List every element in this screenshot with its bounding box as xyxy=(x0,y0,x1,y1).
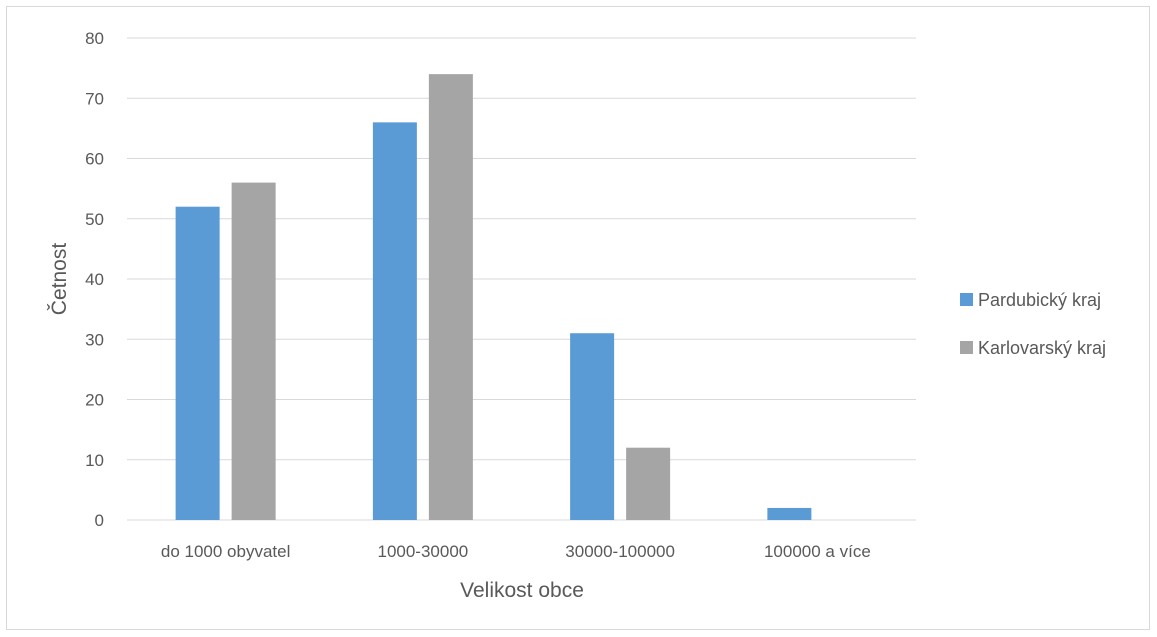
x-axis-title: Velikost obce xyxy=(460,579,584,602)
bar-pardubicky-1 xyxy=(372,122,417,520)
x-tick-label: do 1000 obyvatel xyxy=(161,542,291,561)
bar-karlovarsky-2 xyxy=(626,447,671,520)
x-tick-labels: do 1000 obyvatel 1000-30000 30000-100000 10… xyxy=(161,542,871,561)
y-tick-label: 20 xyxy=(85,391,104,410)
y-tick-label: 30 xyxy=(85,330,104,349)
x-tick-label: 30000-100000 xyxy=(565,542,675,561)
bar-pardubicky-0 xyxy=(175,206,220,520)
y-tick-label: 80 xyxy=(85,29,104,48)
bar-karlovarsky-0 xyxy=(231,182,276,520)
bar-pardubicky-3 xyxy=(767,507,812,520)
x-tick-label: 1000-30000 xyxy=(377,542,468,561)
y-tick-label: 50 xyxy=(85,210,104,229)
y-tick-labels: 0 10 20 30 40 50 60 70 80 xyxy=(85,29,104,530)
y-tick-label: 0 xyxy=(95,511,104,530)
x-tick-label: 100000 a více xyxy=(764,542,871,561)
y-tick-label: 40 xyxy=(85,270,104,289)
y-tick-label: 60 xyxy=(85,150,104,169)
bars xyxy=(175,74,812,521)
legend-swatch xyxy=(960,341,973,354)
bar-pardubicky-2 xyxy=(570,333,615,520)
legend-label: Karlovarský kraj xyxy=(978,338,1106,358)
y-tick-label: 70 xyxy=(85,89,104,108)
legend-label: Pardubický kraj xyxy=(978,290,1101,310)
y-tick-label: 10 xyxy=(85,451,104,470)
bar-karlovarsky-1 xyxy=(428,74,473,521)
y-axis-title: Četnost xyxy=(48,243,71,316)
legend-swatch xyxy=(960,293,973,306)
legend: Pardubický kraj Karlovarský kraj xyxy=(960,290,1106,358)
